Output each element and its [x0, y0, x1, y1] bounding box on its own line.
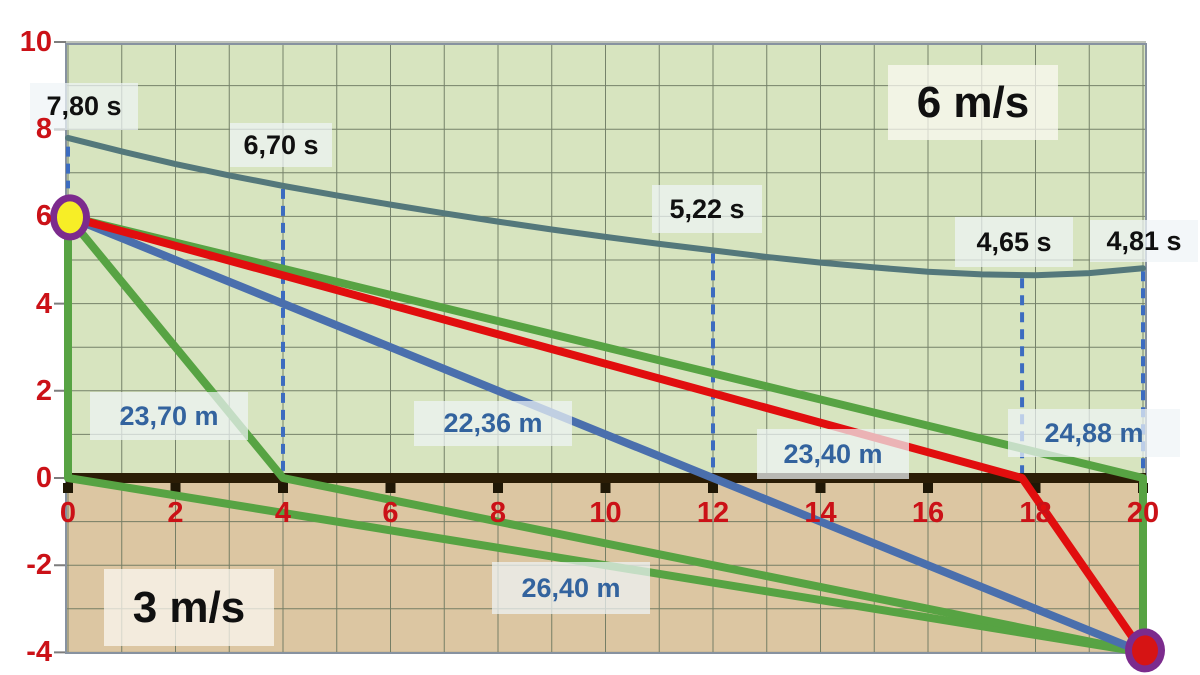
x-tick-label: 20 — [1126, 497, 1160, 529]
x-tick-label: 0 — [59, 497, 77, 529]
x-tick-label: 10 — [589, 497, 622, 529]
x-axis-tick — [63, 483, 73, 493]
path-green-via-x0 — [64, 212, 1147, 657]
x-axis-tick — [815, 483, 826, 493]
distance-label: 23,40 m — [757, 429, 909, 479]
x-tick-label: 8 — [489, 497, 507, 529]
y-tick-label: 2 — [35, 374, 52, 407]
time-label: 4,65 s — [955, 217, 1073, 267]
x-tick-label: 6 — [382, 497, 399, 529]
y-tick-label: -4 — [26, 636, 52, 669]
start-point-marker — [57, 201, 83, 234]
y-tick-label: -2 — [26, 549, 52, 582]
time-label: 4,81 s — [1090, 220, 1198, 262]
x-tick-label: 18 — [1019, 497, 1052, 529]
x-axis-tick — [385, 483, 396, 493]
speed-label-6ms: 6 m/s — [888, 65, 1058, 140]
end-point-marker — [1132, 635, 1158, 666]
y-tick-label: 10 — [19, 26, 52, 58]
x-tick-label: 4 — [274, 497, 292, 529]
y-tick-label: 4 — [35, 287, 52, 320]
x-axis-tick — [170, 483, 181, 493]
time-label: 7,80 s — [30, 83, 138, 130]
x-axis-tick — [493, 483, 503, 493]
y-tick-label: 8 — [35, 113, 52, 146]
path-green-via-x20 — [64, 212, 1147, 657]
y-tick-label: 6 — [35, 200, 52, 233]
x-axis-band — [66, 473, 1146, 483]
path-green-via-x4 — [64, 212, 1147, 657]
x-tick-label: 12 — [696, 497, 730, 529]
x-tick-label: 16 — [911, 497, 945, 529]
speed-label-3ms: 3 m/s — [104, 569, 274, 646]
time-label: 6,70 s — [230, 123, 332, 167]
time-curve — [65, 134, 1146, 279]
x-axis-tick — [923, 483, 933, 493]
path-red-optimal — [64, 212, 1147, 657]
x-tick-label: 2 — [167, 497, 184, 529]
distance-label: 24,88 m — [1008, 409, 1180, 457]
x-tick-label: 14 — [804, 497, 837, 529]
y-tick-label: 0 — [35, 462, 52, 494]
distance-label: 22,36 m — [414, 401, 572, 446]
x-axis-tick — [1030, 483, 1041, 493]
time-label: 5,22 s — [652, 185, 762, 233]
path-blue-straight — [64, 212, 1147, 657]
x-axis-tick — [278, 483, 288, 493]
x-axis-tick — [708, 483, 718, 493]
x-axis-tick — [600, 483, 611, 493]
distance-label: 26,40 m — [492, 562, 650, 614]
distance-label: 23,70 m — [90, 392, 248, 440]
